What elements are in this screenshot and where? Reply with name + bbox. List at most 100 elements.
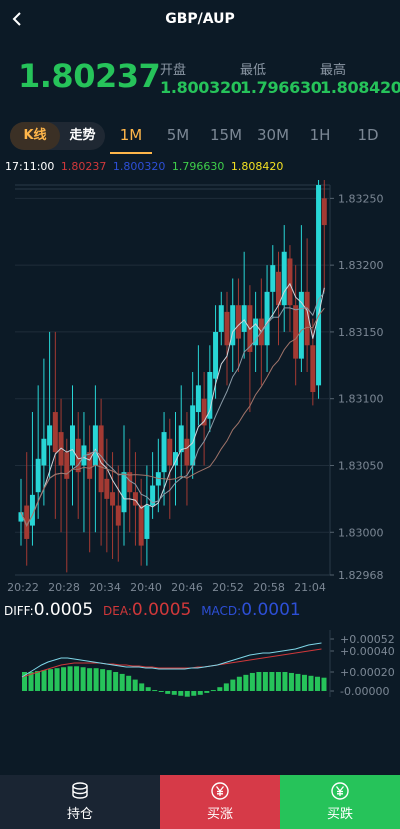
page-title: GBP/AUP: [165, 11, 235, 27]
macd-label: MACD:: [201, 604, 242, 618]
macd-histogram-bar: [132, 679, 138, 691]
macd-histogram-bar: [158, 691, 164, 692]
buy-down-button[interactable]: 买跌: [280, 775, 400, 829]
high-label: 最高: [320, 63, 347, 78]
candle-body: [127, 472, 133, 493]
macd-histogram-bar: [171, 691, 177, 695]
y-tick-label: 1.83100: [338, 393, 384, 406]
candle-body: [310, 345, 316, 393]
macd-histogram-bar: [256, 672, 262, 691]
macd-histogram-bar: [106, 670, 112, 691]
tab-30m[interactable]: 30M: [256, 126, 290, 144]
tab-1d[interactable]: 1D: [357, 126, 379, 144]
low-label: 最低: [240, 63, 267, 78]
period-tabs: K线 走势 1M 5M 15M 30M 1H 1D: [0, 118, 400, 154]
candle-body: [35, 458, 41, 493]
macd-histogram-bar: [184, 691, 190, 697]
macd-histogram-bar: [152, 690, 158, 692]
candle-body: [132, 492, 138, 506]
candle-body: [190, 405, 196, 466]
x-tick-label: 20:52: [212, 581, 244, 594]
tab-15m[interactable]: 15M: [209, 126, 243, 144]
macd-histogram-bar: [262, 672, 268, 691]
candle-body: [276, 271, 281, 306]
candle-body: [201, 398, 207, 426]
macd-y-label: +0.00052: [340, 633, 395, 646]
macd-histogram-bar: [54, 668, 60, 691]
candlestick-chart[interactable]: 1.83250 1.83200 1.83150 1.83100 1.83050 1.830…: [0, 180, 400, 600]
candle-body: [230, 305, 236, 346]
y-tick-label: 1.83150: [338, 326, 384, 339]
candle-body: [253, 318, 259, 346]
candle-body: [41, 438, 47, 466]
x-tick-label: 20:46: [171, 581, 203, 594]
tab-kline[interactable]: K线: [10, 122, 60, 150]
candle-body: [150, 485, 156, 506]
candle-body: [47, 425, 53, 446]
candle-body: [195, 385, 201, 413]
candle-body: [110, 492, 116, 506]
candle-body: [287, 258, 293, 306]
dea-value: 0.0005: [131, 600, 192, 620]
macd-histogram-bar: [314, 676, 320, 691]
open-value: 1.800320: [160, 78, 242, 97]
candle-body: [173, 452, 178, 466]
ma20-line: [20, 307, 325, 527]
candle-body: [144, 505, 150, 539]
buy-down-label: 买跌: [326, 807, 353, 822]
tab-trend[interactable]: 走势: [69, 128, 96, 143]
current-price: 1.80237: [18, 57, 161, 95]
macd-histogram-bar: [93, 668, 99, 691]
x-tick-label: 20:58: [253, 581, 285, 594]
info-value-blue: 1.800320: [112, 160, 166, 173]
macd-histogram-bar: [87, 668, 93, 691]
macd-histogram-bar: [204, 691, 210, 693]
macd-histogram-bar: [178, 691, 184, 696]
macd-histogram-bar: [80, 667, 86, 691]
hold-button[interactable]: 持仓: [0, 775, 160, 829]
candle-body: [304, 291, 310, 346]
macd-histogram-bar: [22, 672, 28, 691]
macd-histogram-bar: [308, 675, 314, 691]
ma5-line: [20, 282, 325, 527]
coins-icon: [72, 782, 88, 799]
candle-body: [218, 305, 224, 332]
chart-type-toggle: K线 走势: [10, 122, 105, 150]
high-value: 1.808420: [320, 78, 400, 97]
candle-body: [298, 291, 304, 359]
macd-y-label: +0.00040: [340, 645, 395, 658]
x-tick-label: 20:34: [89, 581, 121, 594]
x-tick-label: 20:28: [48, 581, 80, 594]
candle-body: [241, 305, 247, 332]
diff-value: 0.0005: [33, 600, 94, 620]
macd-histogram-bar: [295, 673, 301, 691]
back-arrow-icon[interactable]: [8, 9, 26, 29]
candle-body: [184, 438, 190, 466]
candle-body: [18, 512, 24, 522]
macd-chart[interactable]: +0.00052+0.00040 +0.00020 -0.00000: [0, 625, 400, 705]
tab-5m[interactable]: 5M: [166, 126, 190, 144]
macd-info-row: DIFF:0.0005 DEA:0.0005 MACD:0.0001: [4, 600, 301, 620]
bottom-action-bar: 持仓 买涨 买跌: [0, 775, 400, 829]
tab-1h[interactable]: 1H: [309, 126, 331, 144]
candle-body: [213, 331, 219, 379]
macd-histogram-bar: [269, 672, 275, 691]
macd-histogram-bar: [217, 687, 223, 691]
ohlc-info-row: 17:11:00 1.80237 1.800320 1.796630 1.808…: [5, 160, 286, 173]
candle-body: [75, 438, 81, 473]
macd-histogram-bar: [126, 675, 132, 691]
macd-histogram-bar: [139, 683, 145, 691]
yen-coin-icon: [331, 782, 349, 800]
info-value-yellow: 1.808420: [230, 160, 284, 173]
candle-body: [281, 251, 287, 306]
macd-histogram-bar: [41, 670, 47, 691]
macd-histogram-bar: [275, 672, 281, 691]
macd-histogram-bar: [35, 671, 41, 691]
candle-body: [64, 452, 70, 479]
x-tick-label: 20:22: [7, 581, 39, 594]
macd-histogram-bar: [236, 676, 242, 691]
buy-up-button[interactable]: 买涨: [160, 775, 280, 829]
candle-body: [87, 452, 93, 479]
tab-1m[interactable]: 1M: [119, 126, 143, 144]
macd-histogram-bar: [288, 672, 294, 691]
